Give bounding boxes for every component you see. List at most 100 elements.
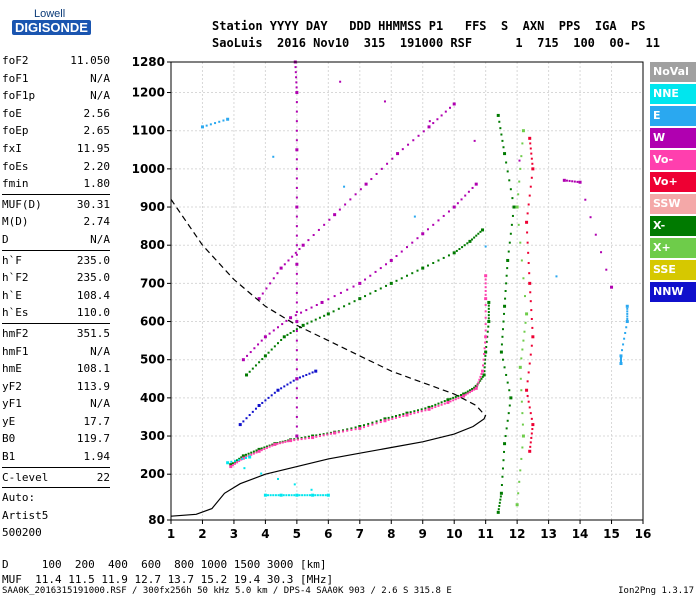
x-tick-label: 6 — [324, 527, 332, 541]
param-row: yE 17.7 — [2, 413, 110, 431]
echo-point — [454, 398, 457, 401]
echo-point — [520, 357, 523, 360]
echo-point — [442, 214, 445, 217]
echo-point — [272, 329, 275, 332]
echo-point — [499, 495, 502, 498]
legend-item: SSE — [650, 259, 696, 280]
echo-point — [526, 212, 529, 215]
echo-point — [484, 358, 487, 361]
echo-point — [276, 477, 279, 480]
echo-point — [476, 384, 479, 387]
echo-point — [401, 148, 404, 151]
echo-point — [475, 234, 478, 237]
echo-point — [282, 494, 285, 497]
echo-point — [447, 254, 450, 257]
echo-point — [496, 113, 500, 117]
echo-point — [484, 316, 487, 319]
echo-point — [500, 133, 503, 136]
density-profile-line — [170, 414, 487, 517]
echo-point — [426, 228, 429, 231]
echo-point — [484, 354, 487, 357]
echo-point — [318, 433, 321, 436]
echo-point — [337, 431, 340, 434]
echo-point — [530, 309, 533, 312]
echo-point — [501, 467, 504, 470]
echo-point — [487, 307, 490, 310]
echo-point — [468, 391, 471, 394]
echo-point — [416, 269, 419, 272]
echo-point — [276, 326, 279, 329]
echo-point — [358, 281, 362, 285]
echo-point — [350, 428, 353, 431]
grid — [170, 61, 644, 521]
echo-point — [527, 262, 530, 265]
echo-point — [295, 349, 298, 352]
x-tick-label: 12 — [509, 527, 526, 541]
echo-point — [273, 391, 276, 394]
echo-point — [307, 435, 310, 438]
echo-point — [272, 155, 275, 158]
echo-point — [626, 310, 629, 313]
echo-point — [270, 394, 273, 397]
echo-point — [508, 179, 511, 182]
echo-point — [260, 447, 263, 450]
echo-point — [529, 142, 532, 145]
autoscale-line3: 500200 — [2, 526, 42, 540]
echo-point — [276, 272, 279, 275]
echo-point — [285, 494, 288, 497]
muf-curve-line — [170, 199, 487, 417]
y-tick-label: 1200 — [132, 86, 165, 100]
param-row: C-level 22 — [2, 469, 110, 487]
echo-point — [527, 203, 530, 206]
footer-info: SAA0K_2016315191000.RSF / 300fx256h 50 k… — [2, 586, 452, 596]
echo-point — [295, 328, 298, 331]
param-row: h`E 108.4 — [2, 287, 110, 305]
echo-point — [282, 335, 286, 339]
echo-point — [371, 423, 374, 426]
echo-point — [405, 411, 409, 415]
param-row: h`Es 110.0 — [2, 304, 110, 322]
x-tick-label: 15 — [603, 527, 620, 541]
echo-point — [241, 456, 245, 460]
echo-point — [460, 198, 463, 201]
echo-point — [499, 350, 503, 354]
echo-point — [506, 258, 510, 262]
echo-point — [241, 454, 245, 458]
param-separator — [2, 322, 110, 324]
echo-point — [286, 383, 289, 386]
echo-point — [295, 368, 298, 371]
echo-point — [474, 384, 478, 388]
echo-point — [481, 369, 485, 373]
echo-point — [284, 440, 287, 443]
axes: 1 2 3 4 5 6 7 8 9 10 11 12 13 14 15 1680200300400500600… — [132, 55, 652, 541]
echo-point — [323, 314, 326, 317]
param-value: 2.20 — [83, 159, 111, 173]
echo-point — [283, 263, 286, 266]
echo-point — [432, 122, 435, 125]
echo-point — [529, 300, 532, 303]
echo-point — [431, 405, 434, 408]
echo-point — [407, 143, 410, 146]
echo-point — [385, 263, 388, 266]
echo-point — [528, 136, 532, 140]
echo-point — [484, 335, 488, 339]
echo-point — [468, 389, 471, 392]
echo-point — [623, 337, 626, 340]
echo-point — [473, 386, 476, 389]
echo-point — [424, 407, 427, 410]
echo-point — [455, 249, 458, 252]
profile-lines — [170, 199, 487, 517]
echo-point — [487, 320, 491, 324]
echo-point — [460, 394, 463, 397]
echo-point — [506, 419, 509, 422]
echo-point — [411, 272, 414, 275]
plot-frame — [170, 61, 644, 521]
echo-point — [530, 317, 533, 320]
echo-point — [209, 123, 212, 126]
echo-point — [520, 155, 523, 158]
echo-point — [322, 494, 325, 497]
echo-point — [370, 178, 373, 181]
echo-point — [524, 321, 527, 324]
echo-point — [501, 358, 504, 361]
echo-point — [295, 158, 298, 161]
